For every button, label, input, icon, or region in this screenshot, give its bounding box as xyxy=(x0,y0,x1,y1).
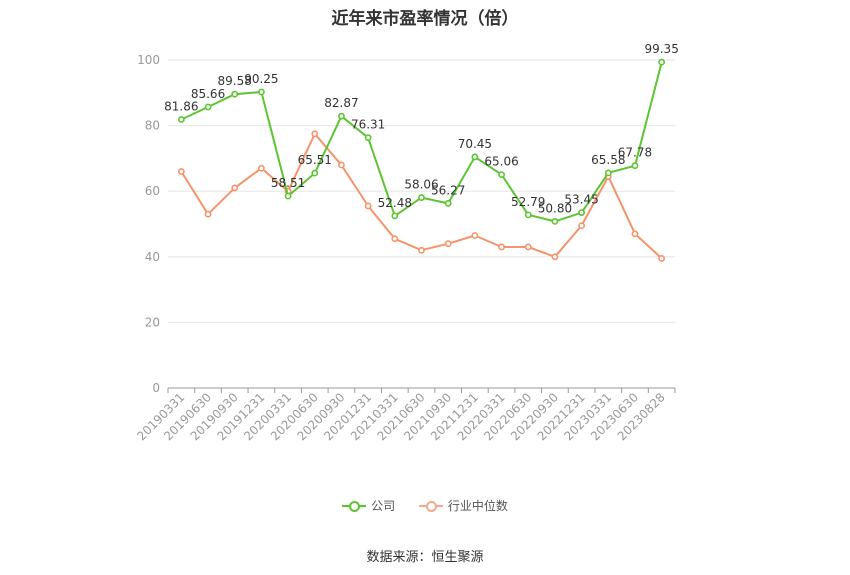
data-point-company xyxy=(204,103,212,111)
data-point-company xyxy=(444,200,452,207)
legend-swatch-company-icon xyxy=(342,499,367,513)
data-label: 82.87 xyxy=(324,96,358,110)
data-point-company xyxy=(658,58,666,66)
data-label: 58.51 xyxy=(271,176,305,190)
data-point-company xyxy=(311,169,319,177)
data-point-company xyxy=(604,169,612,177)
data-point-industry-median xyxy=(498,243,505,251)
data-point-company xyxy=(231,90,239,98)
data-label: 65.58 xyxy=(591,153,625,167)
y-tick-label: 20 xyxy=(145,315,160,329)
data-point-company xyxy=(257,88,265,96)
y-tick-label: 0 xyxy=(152,381,160,395)
data-label: 53.45 xyxy=(564,193,598,207)
legend-item-industry-median[interactable]: 行业中位数 xyxy=(418,497,508,514)
y-tick-label: 100 xyxy=(137,53,160,67)
legend-label-company: 公司 xyxy=(371,499,396,513)
legend-swatch-industry-median-icon xyxy=(418,499,443,513)
data-label: 90.25 xyxy=(244,72,278,86)
data-label: 67.78 xyxy=(618,146,652,160)
data-point-industry-median xyxy=(658,255,666,262)
data-point-company xyxy=(364,134,372,142)
data-label: 81.86 xyxy=(164,99,198,113)
data-point-company xyxy=(418,194,425,201)
data-label: 58.06 xyxy=(404,178,438,192)
data-point-company xyxy=(631,162,639,170)
data-label: 52.48 xyxy=(378,196,412,210)
data-point-company xyxy=(338,112,345,120)
data-point-company xyxy=(284,192,292,200)
data-label: 56.27 xyxy=(431,183,465,197)
data-point-industry-median xyxy=(418,246,425,254)
data-label: 99.35 xyxy=(644,42,678,56)
data-label: 50.80 xyxy=(538,201,572,215)
data-point-company xyxy=(578,209,586,217)
data-point-industry-median xyxy=(338,161,345,169)
data-label: 52.79 xyxy=(511,195,545,209)
data-point-industry-median xyxy=(391,235,399,243)
data-label: 76.31 xyxy=(351,118,385,132)
data-point-company xyxy=(391,212,399,220)
data-label: 70.45 xyxy=(458,137,492,151)
data-label: 65.06 xyxy=(484,155,518,169)
y-tick-label: 60 xyxy=(145,184,160,198)
data-point-company xyxy=(524,211,532,219)
axes: 0204060801002019033120190630201909302019… xyxy=(134,53,676,443)
data-point-industry-median xyxy=(311,130,319,138)
data-label: 89.58 xyxy=(218,74,252,88)
data-point-company xyxy=(471,153,479,161)
data-point-industry-median xyxy=(177,168,185,175)
data-point-industry-median xyxy=(204,210,212,218)
chart-title: 近年来市盈率情况（倍） xyxy=(331,9,519,29)
data-point-industry-median xyxy=(551,253,559,261)
data-label: 65.51 xyxy=(298,153,332,167)
data-point-industry-median xyxy=(231,184,239,192)
data-source-note: 数据来源：恒生聚源 xyxy=(366,550,484,565)
y-tick-label: 80 xyxy=(145,119,160,133)
data-point-company xyxy=(177,116,185,123)
data-label: 85.66 xyxy=(191,87,225,101)
legend-item-company[interactable]: 公司 xyxy=(342,497,395,514)
legend-label-industry-median: 行业中位数 xyxy=(447,499,508,513)
data-point-industry-median xyxy=(524,243,532,251)
data-point-industry-median xyxy=(578,222,586,230)
data-point-industry-median xyxy=(444,240,452,248)
data-point-industry-median xyxy=(471,232,479,239)
legend: 公司 行业中位数 xyxy=(0,497,850,516)
series-layer xyxy=(177,58,666,262)
data-point-company xyxy=(551,217,559,225)
data-point-industry-median xyxy=(257,164,265,172)
y-tick-label: 40 xyxy=(145,250,160,264)
grid-lines xyxy=(168,59,675,323)
data-point-industry-median xyxy=(631,230,639,238)
data-point-company xyxy=(498,171,505,179)
data-point-industry-median xyxy=(364,202,372,210)
